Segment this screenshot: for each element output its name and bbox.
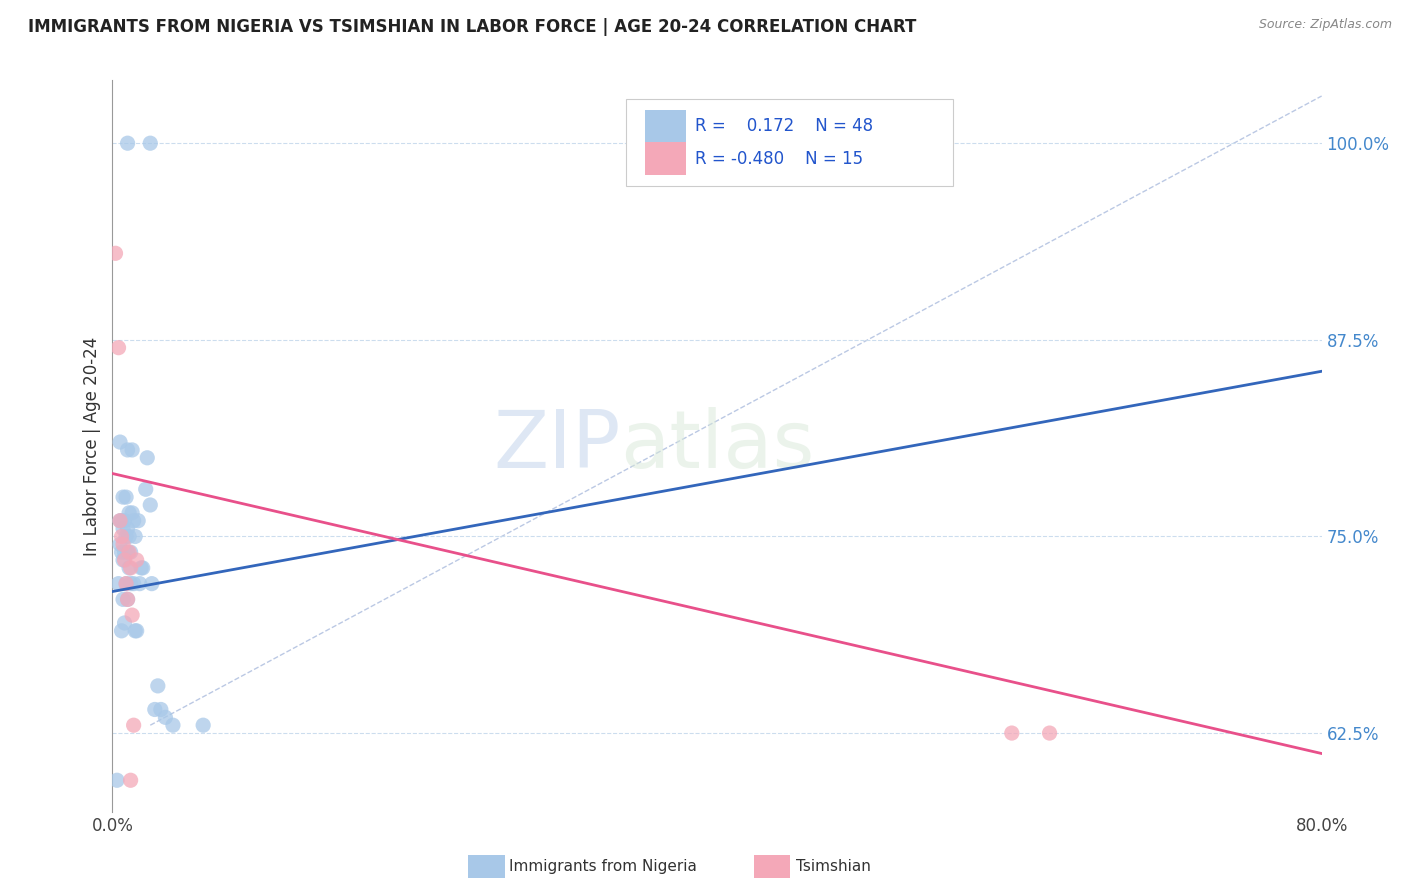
- Point: [132, 561, 155, 575]
- Point: [108, 514, 131, 528]
- Point: [122, 576, 145, 591]
- Point: [112, 553, 135, 567]
- Text: R = -0.480    N = 15: R = -0.480 N = 15: [696, 150, 863, 168]
- Point: [115, 576, 138, 591]
- Point: [121, 506, 143, 520]
- Point: [136, 450, 159, 465]
- Point: [129, 561, 152, 575]
- Point: [118, 529, 141, 543]
- Point: [110, 545, 132, 559]
- Point: [110, 514, 132, 528]
- Point: [139, 136, 162, 151]
- FancyBboxPatch shape: [644, 142, 686, 176]
- Point: [124, 529, 146, 543]
- Point: [108, 537, 131, 551]
- Point: [162, 718, 184, 732]
- Point: [128, 576, 150, 591]
- Text: R =    0.172    N = 48: R = 0.172 N = 48: [696, 118, 873, 136]
- Point: [117, 522, 139, 536]
- Point: [127, 514, 149, 528]
- Point: [112, 522, 135, 536]
- Y-axis label: In Labor Force | Age 20-24: In Labor Force | Age 20-24: [83, 336, 101, 556]
- Text: ZIP: ZIP: [494, 407, 620, 485]
- Point: [114, 514, 136, 528]
- Point: [120, 545, 142, 559]
- Point: [120, 561, 142, 575]
- Point: [115, 529, 138, 543]
- Point: [120, 773, 142, 788]
- Point: [110, 529, 132, 543]
- Point: [141, 576, 163, 591]
- Point: [114, 553, 136, 567]
- Point: [122, 514, 145, 528]
- Point: [125, 553, 148, 567]
- FancyBboxPatch shape: [626, 99, 953, 186]
- Point: [121, 442, 143, 457]
- Point: [112, 537, 135, 551]
- Text: Source: ZipAtlas.com: Source: ZipAtlas.com: [1258, 18, 1392, 31]
- Point: [107, 341, 129, 355]
- Point: [125, 624, 148, 638]
- FancyBboxPatch shape: [644, 110, 686, 144]
- Point: [118, 506, 141, 520]
- Point: [1001, 726, 1024, 740]
- Point: [112, 490, 135, 504]
- Point: [117, 442, 139, 457]
- Point: [149, 702, 172, 716]
- Point: [139, 498, 162, 512]
- Point: [108, 514, 131, 528]
- Point: [135, 482, 157, 496]
- Point: [115, 576, 138, 591]
- Point: [118, 545, 141, 559]
- Point: [146, 679, 169, 693]
- Point: [115, 490, 138, 504]
- Point: [107, 576, 129, 591]
- Point: [117, 136, 139, 151]
- Point: [122, 718, 145, 732]
- Point: [118, 561, 141, 575]
- Point: [117, 592, 139, 607]
- Point: [124, 624, 146, 638]
- Point: [120, 576, 142, 591]
- Text: Immigrants from Nigeria: Immigrants from Nigeria: [509, 859, 697, 873]
- Point: [117, 545, 139, 559]
- Point: [191, 718, 214, 732]
- Point: [117, 592, 139, 607]
- Point: [155, 710, 177, 724]
- Point: [121, 608, 143, 623]
- Text: atlas: atlas: [620, 407, 814, 485]
- Point: [110, 624, 132, 638]
- Point: [114, 615, 136, 630]
- Point: [112, 592, 135, 607]
- Point: [1038, 726, 1062, 740]
- Text: Tsimshian: Tsimshian: [796, 859, 870, 873]
- Point: [108, 435, 131, 450]
- Point: [143, 702, 166, 716]
- Point: [105, 773, 128, 788]
- Point: [104, 246, 127, 260]
- Point: [114, 545, 136, 559]
- Text: IMMIGRANTS FROM NIGERIA VS TSIMSHIAN IN LABOR FORCE | AGE 20-24 CORRELATION CHAR: IMMIGRANTS FROM NIGERIA VS TSIMSHIAN IN …: [28, 18, 917, 36]
